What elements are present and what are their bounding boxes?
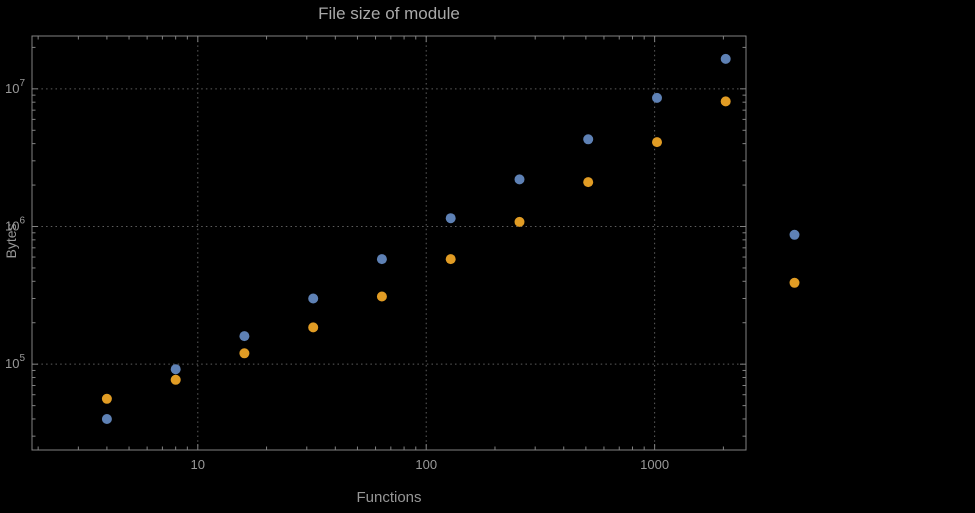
x-tick-label: 1000 [640,457,669,472]
data-point [514,174,525,185]
x-tick-label: 100 [415,457,437,472]
data-point [376,254,387,265]
data-point [445,254,456,265]
series-blue-series [101,53,800,424]
tick-labels: 10 100 1000 105 106 107 [5,78,669,472]
data-point [583,177,594,188]
data-point [789,229,800,240]
data-point [720,53,731,64]
data-point [514,216,525,227]
data-point [308,293,319,304]
data-point [652,92,662,103]
tick-marks [32,36,746,450]
data-point [239,331,250,342]
grid [32,36,746,450]
x-tick-label: 10 [191,457,205,472]
data-point [308,322,319,333]
series-orange-series [101,96,800,404]
data-point [583,134,594,145]
data-point [239,348,250,359]
y-tick-label: 106 [5,216,25,234]
y-tick-label: 105 [5,353,25,371]
data-point [101,393,112,404]
data-point [376,291,387,302]
data-point [170,374,181,385]
data-point [789,277,800,288]
plot-frame [31,35,747,451]
y-tick-label: 107 [5,78,25,96]
x-axis-label: Functions [356,489,422,506]
data-point [170,364,181,375]
data-point [720,96,731,107]
chart-title: File size of module [318,4,460,23]
data-point [445,213,456,224]
data-point [652,137,662,148]
data-point [101,414,112,424]
